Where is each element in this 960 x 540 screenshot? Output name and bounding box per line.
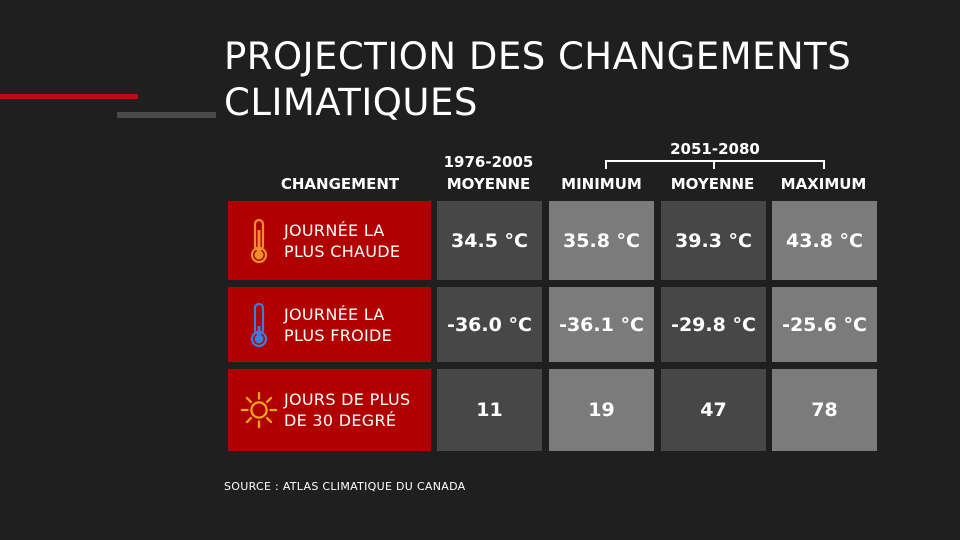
cell-cold-max: -25.6 °C: [772, 287, 877, 362]
row-label-line2: PLUS FROIDE: [284, 325, 393, 345]
row-label-line2: DE 30 DEGRÉ: [284, 411, 397, 430]
thermometer-hot-icon: [240, 216, 278, 266]
cell-hot-mean: 39.3 °C: [661, 201, 766, 280]
title-line-1: PROJECTION DES CHANGEMENTS: [224, 35, 852, 78]
cell-cold-baseline: -36.0 °C: [437, 287, 542, 362]
header-baseline-mean: MOYENNE: [446, 175, 531, 193]
row-label-days-over-30: JOURS DE PLUS DE 30 DEGRÉ: [228, 369, 431, 451]
page-title: PROJECTION DES CHANGEMENTS CLIMATIQUES: [224, 34, 924, 126]
cell-days-max: 78: [772, 369, 877, 451]
cell-cold-mean: -29.8 °C: [661, 287, 766, 362]
title-line-2: CLIMATIQUES: [224, 81, 478, 124]
row-label-line2: PLUS CHAUDE: [284, 241, 401, 261]
cell-cold-min: -36.1 °C: [549, 287, 654, 362]
cell-days-mean: 47: [661, 369, 766, 451]
decorative-red-bar: [0, 94, 138, 99]
row-label-line1: JOURNÉE LA: [284, 304, 385, 324]
cell-hot-max: 43.8 °C: [772, 201, 877, 280]
decorative-grey-bar: [117, 112, 216, 118]
row-label-line1: JOURNÉE LA: [284, 220, 385, 240]
thermometer-cold-icon: [240, 300, 278, 350]
row-label-line1: JOURS DE PLUS: [284, 390, 411, 409]
header-changement: CHANGEMENT: [280, 175, 400, 193]
cell-days-min: 19: [549, 369, 654, 451]
header-minimum: MINIMUM: [561, 175, 642, 193]
row-label-hottest-day: JOURNÉE LA PLUS CHAUDE: [228, 201, 431, 280]
header-baseline-period: 1976-2005: [443, 153, 534, 171]
sun-icon: [240, 385, 278, 435]
period-bracket: [605, 160, 825, 169]
cell-hot-baseline: 34.5 °C: [437, 201, 542, 280]
cell-days-baseline: 11: [437, 369, 542, 451]
period-bracket-tick: [713, 160, 715, 169]
row-label-coldest-day: JOURNÉE LA PLUS FROIDE: [228, 287, 431, 362]
header-maximum: MAXIMUM: [780, 175, 867, 193]
source-note: SOURCE : ATLAS CLIMATIQUE DU CANADA: [224, 480, 466, 493]
header-moyenne: MOYENNE: [670, 175, 755, 193]
cell-hot-min: 35.8 °C: [549, 201, 654, 280]
header-future-period: 2051-2080: [670, 140, 760, 158]
